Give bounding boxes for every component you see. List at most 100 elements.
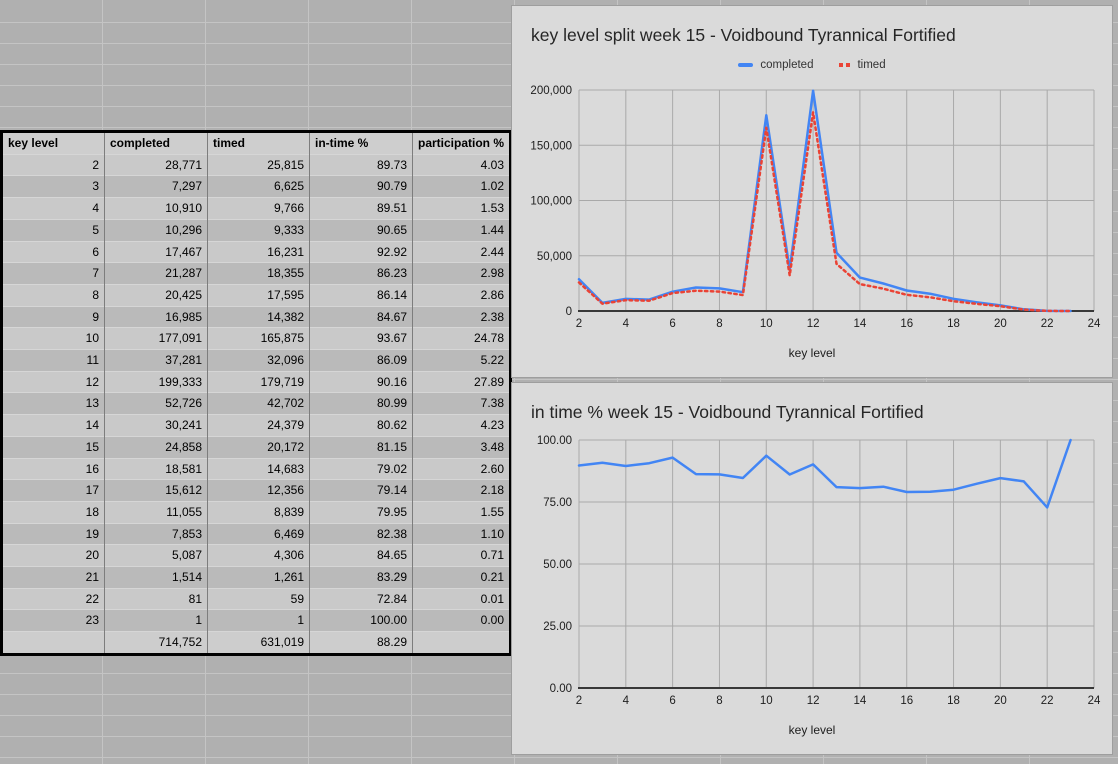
cell[interactable]: 2.38 xyxy=(412,305,511,328)
column-header-completed[interactable]: completed xyxy=(104,131,208,155)
cell[interactable]: 2.86 xyxy=(412,283,511,307)
cell[interactable]: 3.48 xyxy=(412,435,511,459)
table-row[interactable]: 19 7,853 6,469 82.38 1.10 xyxy=(1,522,511,545)
cell[interactable]: 16,231 xyxy=(207,240,310,263)
cell[interactable]: 18 xyxy=(1,500,105,524)
cell[interactable]: 81.15 xyxy=(309,435,413,459)
data-table[interactable]: key level completed timed in-time % particip… xyxy=(0,130,512,656)
cell[interactable]: 7.38 xyxy=(412,392,511,415)
cell[interactable]: 5 xyxy=(1,218,105,242)
cell[interactable]: 1,514 xyxy=(104,566,208,589)
cell[interactable]: 10,910 xyxy=(104,197,208,220)
cell[interactable]: 21 xyxy=(1,566,105,589)
cell[interactable]: 21,287 xyxy=(104,262,208,285)
cell[interactable]: 17,595 xyxy=(207,283,310,307)
cell[interactable]: 86.14 xyxy=(309,283,413,307)
cell[interactable]: 17 xyxy=(1,479,105,502)
cell[interactable]: 72.84 xyxy=(309,587,413,610)
cell[interactable]: 80.62 xyxy=(309,414,413,437)
cell[interactable]: 714,752 xyxy=(104,631,208,655)
cell[interactable]: 10,296 xyxy=(104,218,208,242)
cell[interactable]: 9 xyxy=(1,305,105,328)
cell[interactable]: 1 xyxy=(104,609,208,632)
cell[interactable]: 2.44 xyxy=(412,240,511,263)
cell[interactable]: 20,425 xyxy=(104,283,208,307)
cell[interactable]: 84.65 xyxy=(309,544,413,567)
table-row[interactable]: 8 20,425 17,595 86.14 2.86 xyxy=(1,283,511,307)
table-row[interactable]: 4 10,910 9,766 89.51 1.53 xyxy=(1,197,511,220)
column-header-participation-[interactable]: participation % xyxy=(412,131,511,155)
cell[interactable]: 631,019 xyxy=(207,631,310,655)
cell[interactable]: 15,612 xyxy=(104,479,208,502)
cell[interactable]: 1.02 xyxy=(412,175,511,198)
cell[interactable]: 0.21 xyxy=(412,566,511,589)
table-row[interactable]: 7 21,287 18,355 86.23 2.98 xyxy=(1,262,511,285)
cell[interactable]: 59 xyxy=(207,587,310,610)
table-row[interactable]: 9 16,985 14,382 84.67 2.38 xyxy=(1,305,511,328)
cell[interactable]: 6,625 xyxy=(207,175,310,198)
cell[interactable]: 25,815 xyxy=(207,153,310,176)
cell[interactable]: 92.92 xyxy=(309,240,413,263)
table-row[interactable]: 17 15,612 12,356 79.14 2.18 xyxy=(1,479,511,502)
cell[interactable]: 15 xyxy=(1,435,105,459)
cell[interactable]: 83.29 xyxy=(309,566,413,589)
cell[interactable]: 90.16 xyxy=(309,370,413,393)
cell[interactable]: 79.14 xyxy=(309,479,413,502)
cell[interactable]: 179,719 xyxy=(207,370,310,393)
cell[interactable]: 9,766 xyxy=(207,197,310,220)
cell[interactable]: 4 xyxy=(1,197,105,220)
cell[interactable]: 89.73 xyxy=(309,153,413,176)
cell[interactable]: 2 xyxy=(1,153,105,176)
cell[interactable]: 8,839 xyxy=(207,500,310,524)
cell[interactable]: 16,985 xyxy=(104,305,208,328)
cell[interactable]: 4.03 xyxy=(412,153,511,176)
cell[interactable]: 13 xyxy=(1,392,105,415)
cell[interactable]: 4.23 xyxy=(412,414,511,437)
cell[interactable]: 18,355 xyxy=(207,262,310,285)
table-row[interactable]: 12 199,333 179,719 90.16 27.89 xyxy=(1,370,511,393)
cell[interactable]: 5,087 xyxy=(104,544,208,567)
column-header-timed[interactable]: timed xyxy=(207,131,310,155)
cell[interactable]: 11,055 xyxy=(104,500,208,524)
cell[interactable]: 1.53 xyxy=(412,197,511,220)
cell[interactable]: 20 xyxy=(1,544,105,567)
cell[interactable]: 7,853 xyxy=(104,522,208,545)
cell[interactable]: 7,297 xyxy=(104,175,208,198)
table-row[interactable]: 21 1,514 1,261 83.29 0.21 xyxy=(1,566,511,589)
table-row[interactable]: 20 5,087 4,306 84.65 0.71 xyxy=(1,544,511,567)
table-row[interactable]: 3 7,297 6,625 90.79 1.02 xyxy=(1,175,511,198)
cell[interactable]: 81 xyxy=(104,587,208,610)
table-row[interactable]: 23 1 1 100.00 0.00 xyxy=(1,609,511,632)
cell[interactable]: 177,091 xyxy=(104,327,208,350)
cell[interactable]: 17,467 xyxy=(104,240,208,263)
table-row[interactable]: 14 30,241 24,379 80.62 4.23 xyxy=(1,414,511,437)
table-row[interactable]: 16 18,581 14,683 79.02 2.60 xyxy=(1,457,511,480)
chart-panel-in-time-pct[interactable]: in time % week 15 - Voidbound Tyrannical… xyxy=(511,382,1113,755)
cell[interactable]: 6,469 xyxy=(207,522,310,545)
table-row[interactable]: 13 52,726 42,702 80.99 7.38 xyxy=(1,392,511,415)
cell[interactable]: 0.71 xyxy=(412,544,511,567)
chart-panel-key-level-split[interactable]: key level split week 15 - Voidbound Tyra… xyxy=(511,5,1113,378)
table-total-row[interactable]: 714,752 631,019 88.29 xyxy=(1,631,511,655)
cell[interactable]: 30,241 xyxy=(104,414,208,437)
cell[interactable]: 84.67 xyxy=(309,305,413,328)
cell[interactable]: 79.95 xyxy=(309,500,413,524)
cell[interactable]: 42,702 xyxy=(207,392,310,415)
table-row[interactable]: 22 81 59 72.84 0.01 xyxy=(1,587,511,610)
cell[interactable]: 24,379 xyxy=(207,414,310,437)
cell[interactable]: 4,306 xyxy=(207,544,310,567)
cell[interactable]: 12 xyxy=(1,370,105,393)
cell[interactable]: 1 xyxy=(207,609,310,632)
cell[interactable]: 24,858 xyxy=(104,435,208,459)
cell[interactable]: 82.38 xyxy=(309,522,413,545)
column-header-in-time-[interactable]: in-time % xyxy=(309,131,413,155)
cell[interactable]: 14 xyxy=(1,414,105,437)
cell[interactable]: 16 xyxy=(1,457,105,480)
cell[interactable]: 2.18 xyxy=(412,479,511,502)
cell[interactable]: 12,356 xyxy=(207,479,310,502)
cell[interactable]: 24.78 xyxy=(412,327,511,350)
cell[interactable]: 10 xyxy=(1,327,105,350)
cell[interactable]: 6 xyxy=(1,240,105,263)
cell[interactable]: 19 xyxy=(1,522,105,545)
cell[interactable]: 22 xyxy=(1,587,105,610)
